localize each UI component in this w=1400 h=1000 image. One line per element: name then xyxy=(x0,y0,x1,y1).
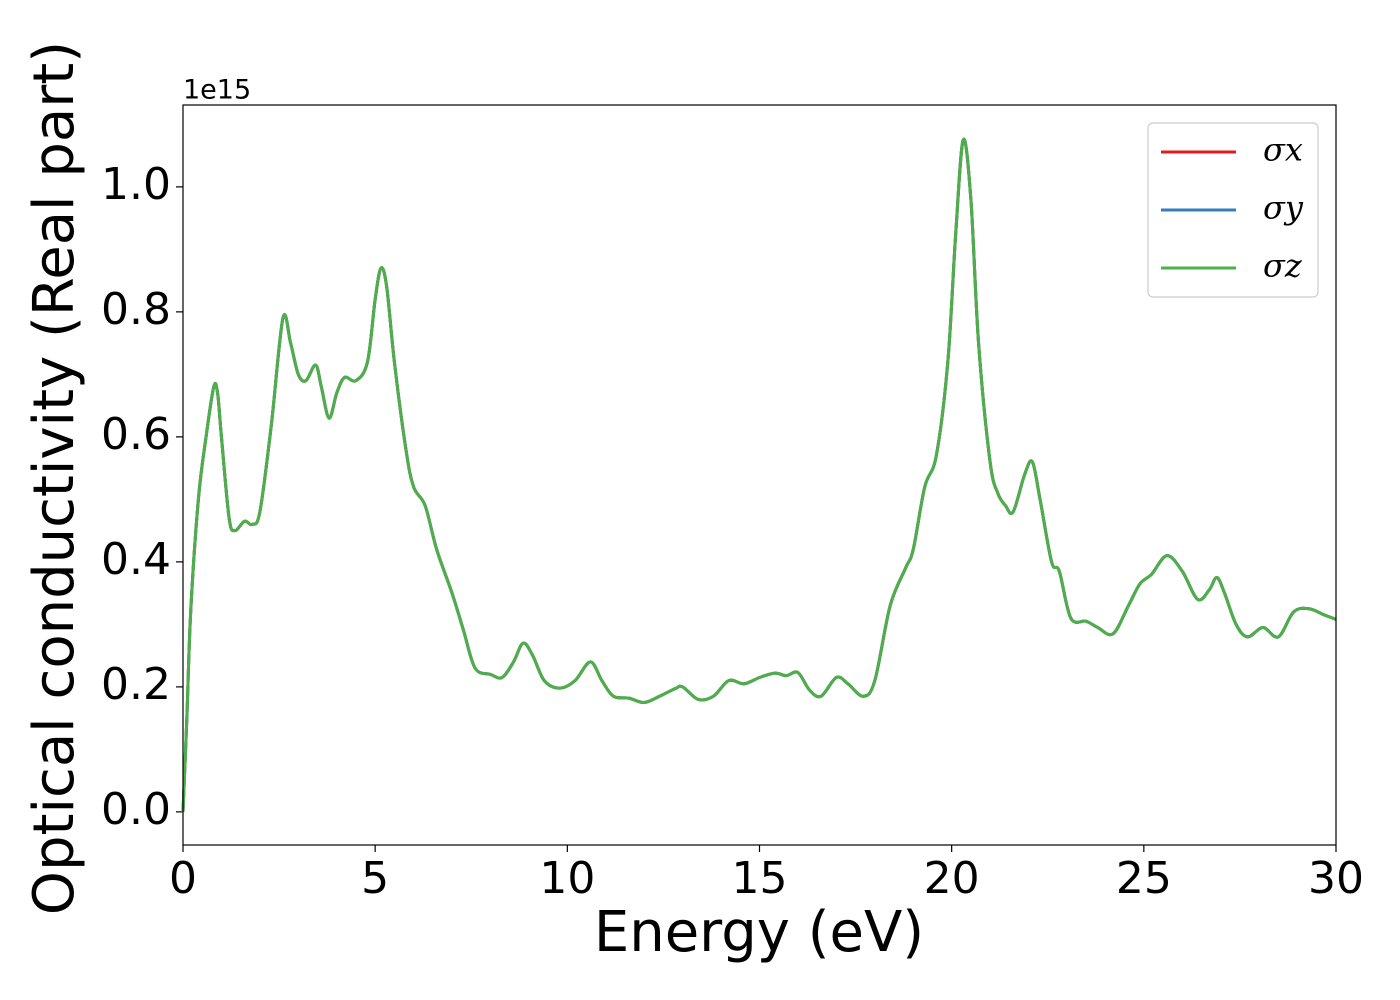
x-tick-label: 30 xyxy=(1308,853,1364,904)
legend-label: σz xyxy=(1263,247,1303,285)
x-tick-label: 5 xyxy=(361,853,389,904)
y-axis-label: Optical conductivity (Real part) xyxy=(22,41,87,915)
y-tick-label: 1.0 xyxy=(101,159,171,210)
x-tick-label: 0 xyxy=(169,853,197,904)
y-tick-label: 0.4 xyxy=(101,534,171,585)
x-tick-label: 15 xyxy=(732,853,788,904)
offset-label: 1e15 xyxy=(183,75,251,106)
y-tick-label: 0.0 xyxy=(101,784,171,835)
legend-label: σx xyxy=(1263,131,1303,169)
x-axis-label: Energy (eV) xyxy=(594,900,924,965)
y-tick-label: 0.8 xyxy=(101,284,171,335)
series-line xyxy=(181,137,1337,812)
x-tick-label: 20 xyxy=(924,853,980,904)
legend-label: σy xyxy=(1263,189,1304,227)
y-tick-label: 0.6 xyxy=(101,409,171,460)
x-tick-label: 10 xyxy=(539,853,595,904)
y-tick-label: 0.2 xyxy=(101,659,171,710)
plot-frame xyxy=(182,104,1337,846)
x-tick-label: 25 xyxy=(1116,853,1172,904)
